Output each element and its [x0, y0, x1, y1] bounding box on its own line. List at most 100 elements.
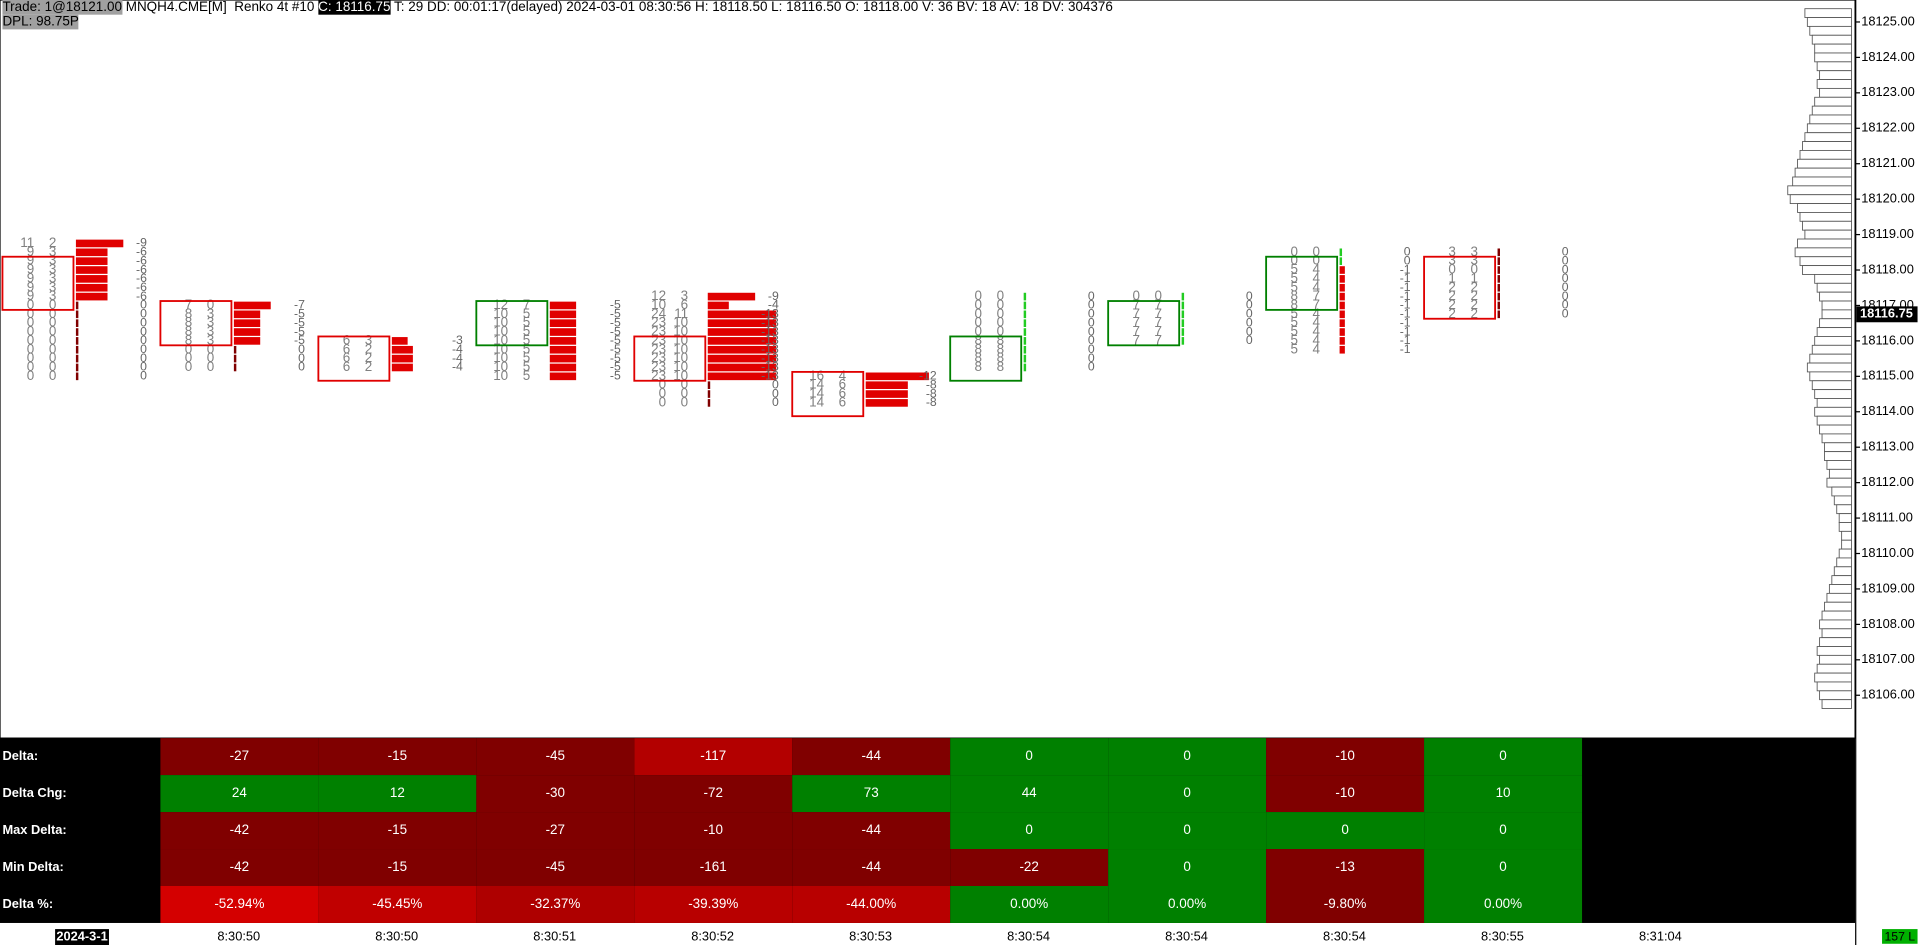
delta-bar: [75, 310, 79, 319]
volume-bar: [1809, 353, 1852, 364]
bid: 0: [975, 288, 982, 303]
bid: 14: [809, 377, 824, 392]
bid: 8: [185, 332, 192, 347]
delta-bar: [1339, 275, 1345, 283]
row-label: Max Delta:: [2, 822, 66, 837]
cell: [476, 849, 635, 886]
bid: 9: [27, 262, 34, 277]
delta-bar: [865, 381, 908, 390]
delta: 0: [298, 342, 305, 356]
delta: -5: [610, 342, 621, 356]
cell: [476, 812, 635, 850]
time-label: 8:30:50: [217, 928, 260, 943]
ask: 5: [523, 332, 530, 347]
delta: -4: [452, 342, 463, 356]
volume-bar: [1838, 513, 1852, 523]
bid: 8: [185, 306, 192, 321]
cell-value: -161: [700, 859, 727, 874]
delta: -13: [761, 333, 779, 347]
delta: -5: [610, 324, 621, 338]
delta-bar: [865, 390, 908, 398]
volume-bar: [1816, 79, 1852, 89]
volume-bar: [1819, 637, 1852, 647]
volume-bar: [1811, 380, 1852, 391]
cell: [1266, 812, 1425, 850]
cell: [1424, 849, 1583, 886]
renko-box: [633, 335, 707, 382]
delta-bar: [233, 363, 237, 372]
volume-bar: [1814, 389, 1852, 399]
renko-box: [1, 255, 75, 311]
delta-bar: [1181, 301, 1185, 310]
bid: 7: [1133, 297, 1140, 312]
ask: 4: [839, 368, 847, 383]
bid: 10: [493, 350, 508, 365]
delta-bar: [1023, 328, 1027, 336]
cell: [160, 812, 319, 850]
volume-bar: [1789, 194, 1852, 205]
cell: [1108, 738, 1267, 776]
bid: 0: [1448, 262, 1455, 277]
status: 157 L: [1884, 929, 1915, 943]
bid: 0: [27, 297, 34, 312]
bid: 0: [27, 306, 34, 321]
volume-bar: [1819, 70, 1852, 80]
delta: 0: [140, 324, 147, 338]
cell: [1266, 849, 1425, 886]
price-label: 18119.00: [1861, 226, 1914, 241]
ask: 0: [49, 306, 56, 321]
delta-bar: [1023, 363, 1027, 372]
ask: 3: [49, 244, 56, 259]
delta: 0: [1246, 315, 1253, 329]
current-price-box: [1856, 306, 1918, 323]
bid: 6: [343, 359, 350, 374]
bid: 7: [1133, 306, 1140, 321]
bid: 2: [1448, 288, 1455, 303]
ask: 2: [1470, 279, 1477, 294]
ask: 11: [674, 306, 688, 321]
delta-bar: [707, 354, 777, 363]
volume-bar: [1804, 229, 1852, 240]
bid: 10: [493, 324, 508, 339]
volume-bar: [1826, 592, 1852, 603]
cell-value: 0.00%: [1168, 896, 1206, 911]
price-label: 18110.00: [1861, 545, 1914, 560]
cell: [318, 738, 477, 776]
ask: 2: [49, 235, 56, 250]
cell-value: -45: [546, 859, 565, 874]
bid: 5: [1290, 279, 1297, 294]
delta: 0: [140, 369, 147, 383]
cell-value: -9.80%: [1324, 896, 1367, 911]
bid: 0: [27, 324, 34, 339]
delta: 0: [1246, 307, 1253, 321]
status-box: [1882, 929, 1918, 944]
delta: 0: [1088, 351, 1095, 365]
delta: -6: [136, 253, 147, 267]
bid: 0: [27, 350, 34, 365]
delta-bar: [233, 328, 261, 336]
delta-bar: [1339, 337, 1345, 345]
ask: 3: [365, 332, 372, 347]
ask: 6: [681, 297, 688, 312]
volume-bar: [1797, 238, 1852, 249]
cell: [476, 738, 635, 776]
delta-bar: [865, 372, 929, 381]
volume-bar: [1816, 327, 1852, 337]
cell-value: -42: [230, 822, 249, 837]
ask: 10: [673, 341, 688, 356]
ask: 2: [1470, 297, 1477, 312]
delta-bar: [1023, 337, 1027, 345]
volume-bar: [1821, 300, 1852, 311]
ask: 0: [1313, 244, 1320, 259]
volume-bar: [1806, 123, 1852, 134]
delta-bar: [707, 328, 777, 336]
volume-bar: [1792, 176, 1852, 187]
delta: 0: [1246, 324, 1253, 338]
ask: 4: [1313, 332, 1321, 347]
volume-bar: [1802, 141, 1852, 151]
bid: 10: [493, 368, 508, 383]
delta-bar: [549, 301, 577, 310]
cell: [1424, 738, 1583, 776]
time-label: 8:30:52: [691, 928, 734, 943]
delta: 0: [140, 307, 147, 321]
